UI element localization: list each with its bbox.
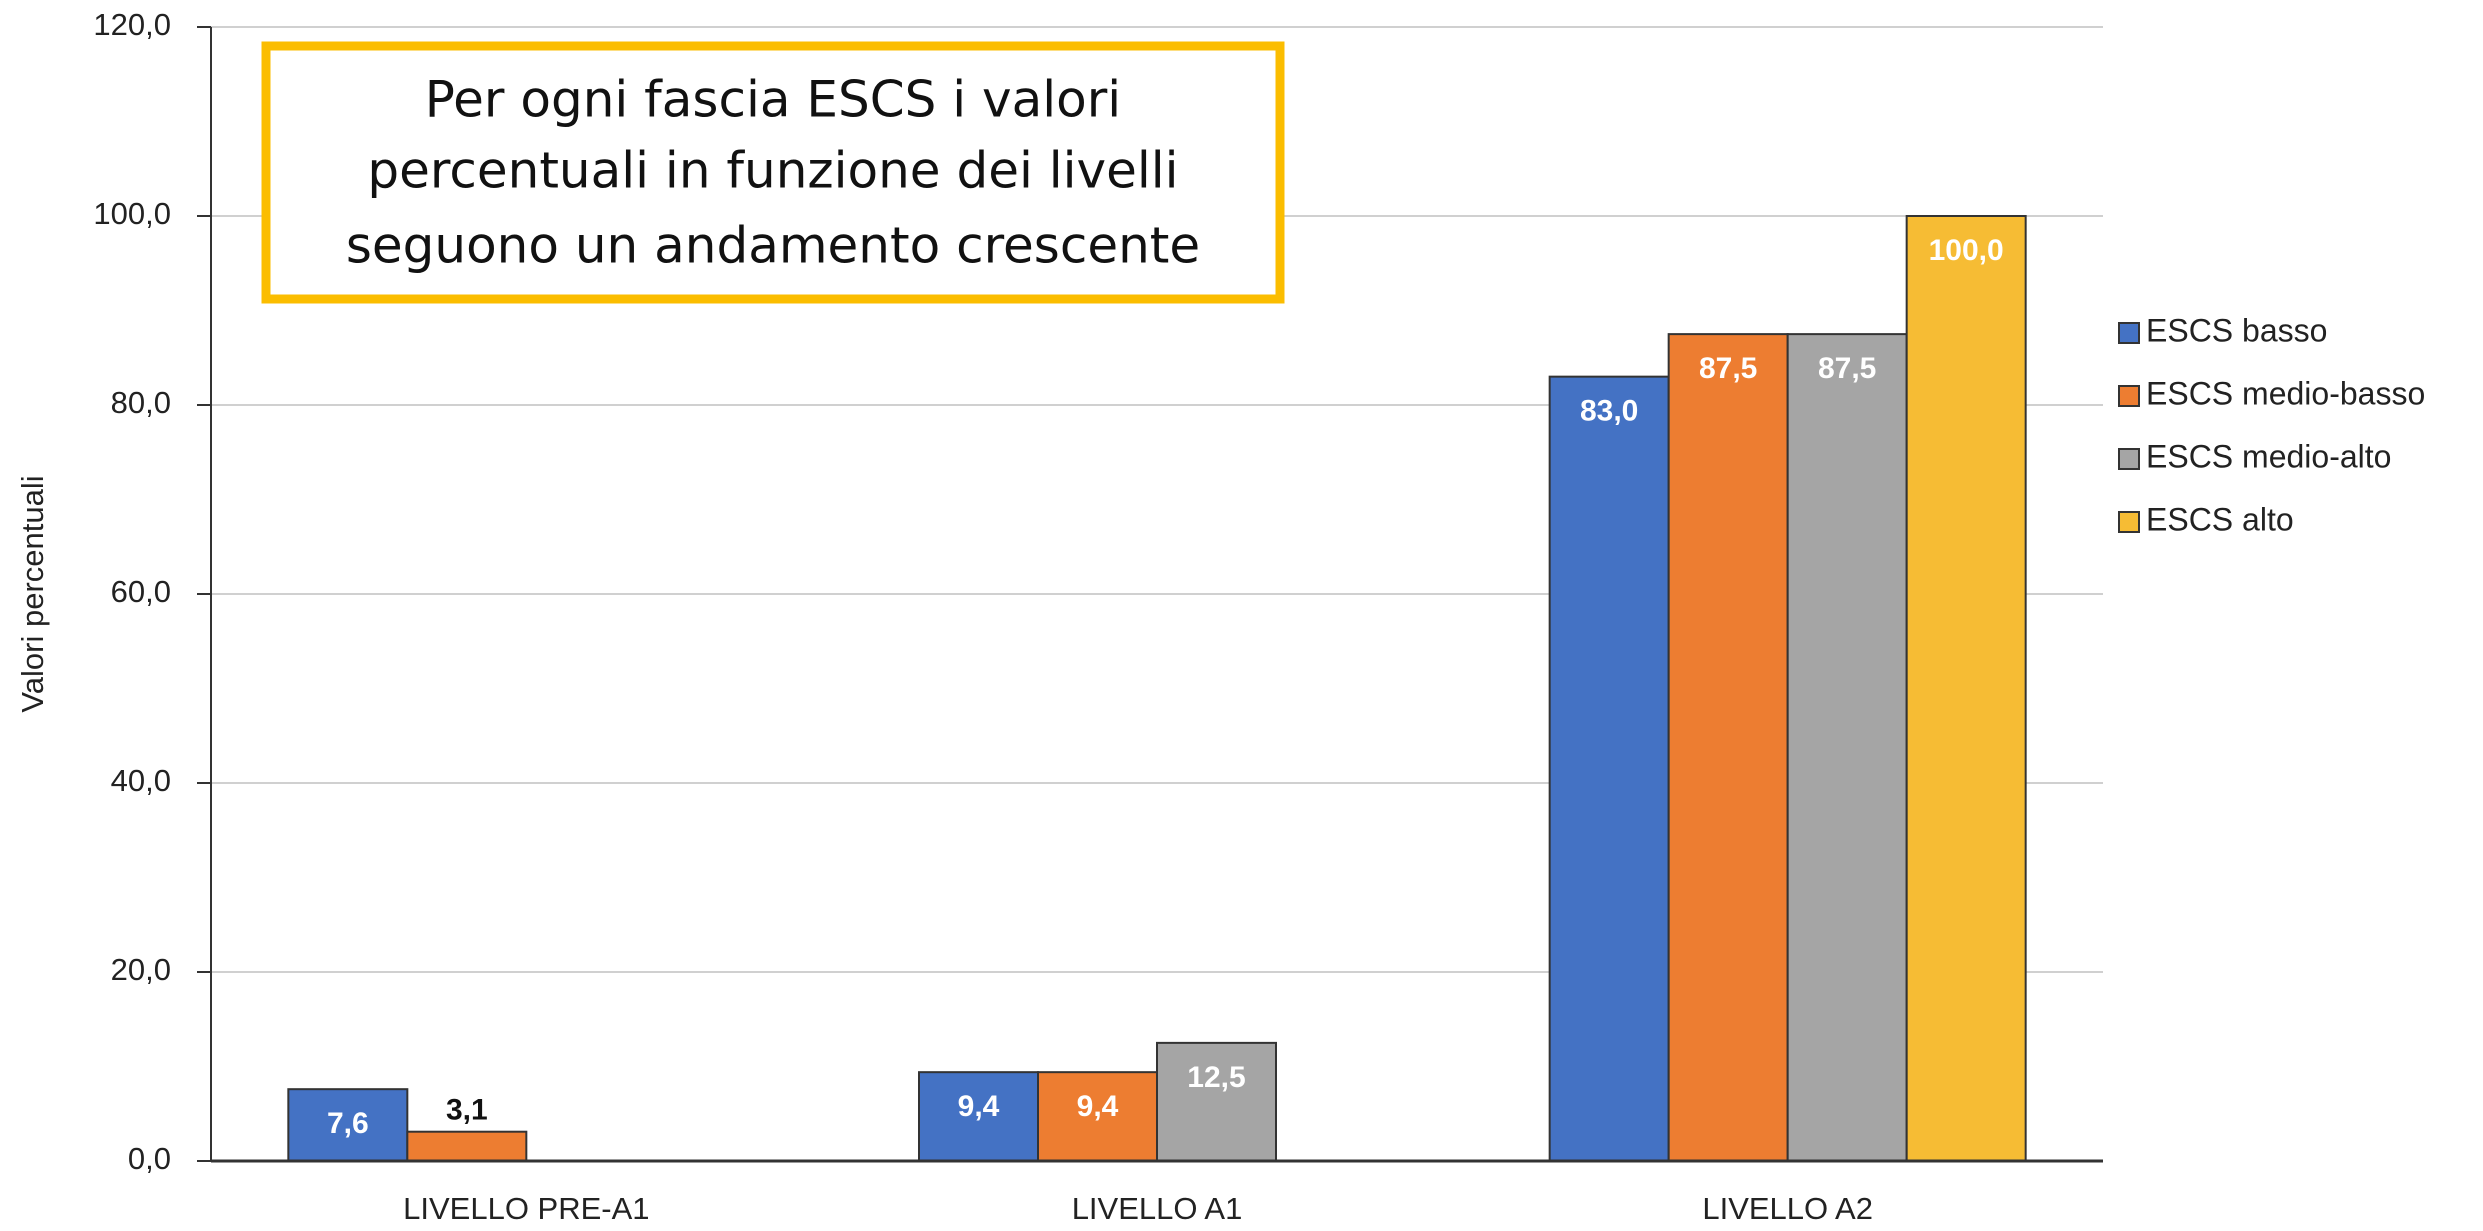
value-label: 100,0 <box>1929 234 2004 267</box>
value-label: 9,4 <box>958 1090 1000 1123</box>
annotation-box <box>261 41 1285 304</box>
legend-label: ESCS medio-basso <box>2146 375 2425 411</box>
y-tick-label: 60,0 <box>111 574 171 609</box>
annotation: Per ogni fascia ESCS i valori <box>425 71 1121 129</box>
bar <box>406 1130 528 1162</box>
x-tick-label: LIVELLO PRE-A1 <box>403 1191 649 1226</box>
annotation: seguono un andamento crescente <box>346 217 1200 275</box>
value-label: 87,5 <box>1818 352 1876 385</box>
annotation: percentuali in funzione dei livelli <box>367 142 1178 200</box>
legend-swatch <box>2118 448 2140 470</box>
y-tick-label: 80,0 <box>111 385 171 420</box>
legend-label: ESCS alto <box>2146 501 2294 537</box>
value-label: 3,1 <box>446 1094 488 1127</box>
value-label: 9,4 <box>1077 1090 1119 1123</box>
legend-label: ESCS medio-alto <box>2146 438 2391 474</box>
y-tick-label: 40,0 <box>111 763 171 798</box>
value-label: 7,6 <box>327 1107 369 1140</box>
legend-label: ESCS basso <box>2146 312 2327 348</box>
bar <box>918 1071 1039 1163</box>
x-tick-label: LIVELLO A2 <box>1702 1191 1873 1226</box>
value-label: 83,0 <box>1580 395 1638 428</box>
y-tick-label: 100,0 <box>93 196 171 231</box>
legend-swatch <box>2118 511 2140 533</box>
y-tick-label: 0,0 <box>128 1141 171 1176</box>
value-label: 12,5 <box>1187 1061 1245 1094</box>
y-tick-label: 120,0 <box>93 7 171 42</box>
bar <box>1905 215 2027 1162</box>
legend-swatch <box>2118 385 2140 407</box>
y-tick-label: 20,0 <box>111 952 171 987</box>
bar <box>1786 333 1908 1162</box>
bar <box>1667 333 1789 1162</box>
value-label: 87,5 <box>1699 352 1757 385</box>
x-tick-label: LIVELLO A1 <box>1072 1191 1243 1226</box>
bar <box>1037 1071 1158 1163</box>
bar <box>1548 375 1670 1162</box>
bar <box>287 1088 409 1163</box>
legend-swatch <box>2118 322 2140 344</box>
y-axis-title: Valori percentuali <box>15 475 50 712</box>
